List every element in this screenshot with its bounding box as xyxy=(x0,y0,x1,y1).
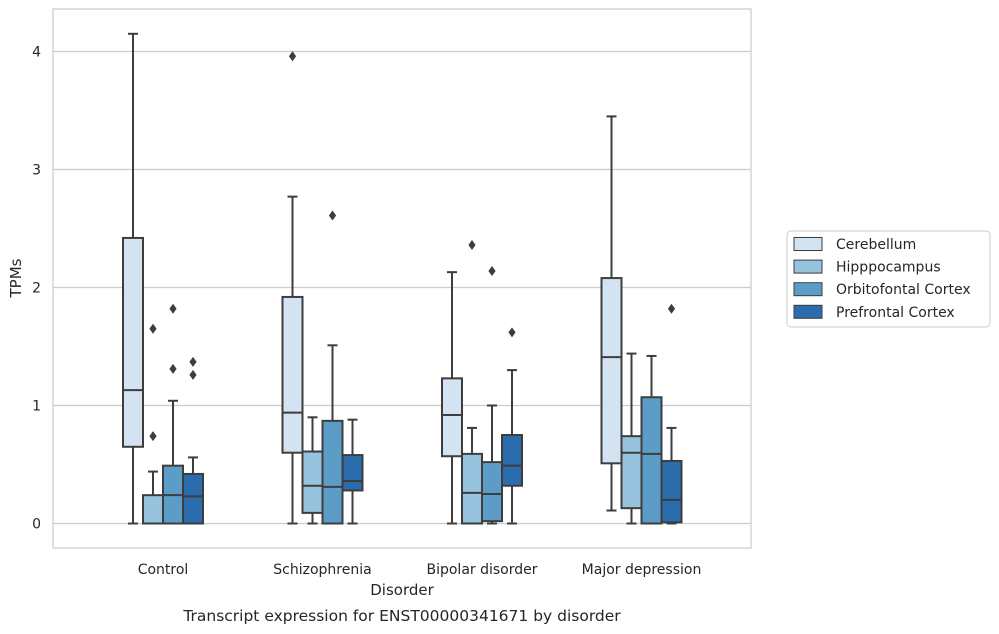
box-iqr xyxy=(660,459,683,524)
outlier-point xyxy=(169,303,177,314)
box-iqr xyxy=(501,434,523,487)
outlier-point xyxy=(189,356,197,367)
outlier-point xyxy=(468,240,476,251)
y-tick-label: 0 xyxy=(32,517,41,533)
box-iqr xyxy=(620,435,643,510)
box-iqr xyxy=(122,236,144,448)
box-1-3 xyxy=(620,352,643,525)
box-iqr xyxy=(481,461,503,523)
box-iqr xyxy=(301,450,324,514)
series-prefrontal-cortex xyxy=(182,303,683,525)
outlier-point xyxy=(488,265,496,276)
y-tick-label: 2 xyxy=(32,281,41,297)
box-iqr xyxy=(640,396,663,525)
y-tick-label: 4 xyxy=(32,45,41,61)
outlier-point xyxy=(169,363,177,374)
box-3-3 xyxy=(660,303,683,525)
legend-swatch xyxy=(793,259,823,274)
legend-swatch xyxy=(793,237,823,251)
legend-swatch xyxy=(793,304,823,319)
box-iqr xyxy=(600,277,623,465)
box-iqr xyxy=(142,494,164,525)
box-0-0 xyxy=(122,32,144,525)
x-tick-label: Schizophrenia xyxy=(273,562,371,578)
outlier-point xyxy=(288,51,297,62)
box-0-2 xyxy=(441,271,463,525)
box-iqr xyxy=(321,419,344,525)
series-orbitofontal-cortex xyxy=(162,210,663,525)
chart-caption: Transcript expression for ENST0000034167… xyxy=(182,607,621,625)
legend-label: Cerebellum xyxy=(836,237,916,253)
plot-area-frame xyxy=(52,8,752,549)
box-3-0 xyxy=(182,356,204,525)
legend-label: Prefrontal Cortex xyxy=(836,305,955,321)
outlier-point xyxy=(328,210,337,221)
legend: Cerebellum Hipppocampus Orbitofontal Corte… xyxy=(786,230,991,328)
box-iqr xyxy=(441,377,463,458)
legend-label: Hipppocampus xyxy=(836,260,941,276)
y-tick-label: 1 xyxy=(32,399,41,415)
box-iqr xyxy=(461,452,483,525)
box-2-0 xyxy=(162,303,184,525)
box-3-1 xyxy=(341,418,364,525)
x-tick-label: Control xyxy=(138,562,189,578)
series-hipppocampus xyxy=(142,240,643,525)
outlier-point xyxy=(149,431,157,442)
outlier-point xyxy=(189,369,197,380)
y-axis-tick-labels: 0 1 2 3 4 xyxy=(32,45,41,533)
y-tick-label: 3 xyxy=(32,163,41,179)
legend-frame xyxy=(786,230,991,328)
outlier-point xyxy=(149,323,157,334)
series-cerebellum xyxy=(122,32,623,525)
x-axis-tick-labels: Control Schizophrenia Bipolar disorder Majo… xyxy=(138,562,702,578)
x-tick-label: Bipolar disorder xyxy=(426,562,537,578)
box-2-3 xyxy=(640,354,663,525)
box-0-3 xyxy=(600,115,623,512)
x-axis-label: Disorder xyxy=(370,581,434,599)
y-axis-label: TPMs xyxy=(7,258,25,298)
outlier-point xyxy=(667,303,676,314)
box-1-0 xyxy=(142,323,164,525)
outlier-point xyxy=(508,327,516,338)
box-1-2 xyxy=(461,240,483,525)
legend-label: Orbitofontal Cortex xyxy=(836,282,971,298)
box-3-2 xyxy=(501,327,523,525)
box-2-2 xyxy=(481,265,503,525)
box-1-1 xyxy=(301,416,324,525)
box-iqr xyxy=(182,472,204,525)
box-iqr xyxy=(281,295,304,454)
box-0-1 xyxy=(281,51,304,525)
box-iqr xyxy=(341,454,364,492)
x-tick-label: Major depression xyxy=(582,562,702,578)
legend-swatch xyxy=(793,282,823,297)
box-2-1 xyxy=(321,210,344,525)
box-plot-series xyxy=(122,32,683,525)
